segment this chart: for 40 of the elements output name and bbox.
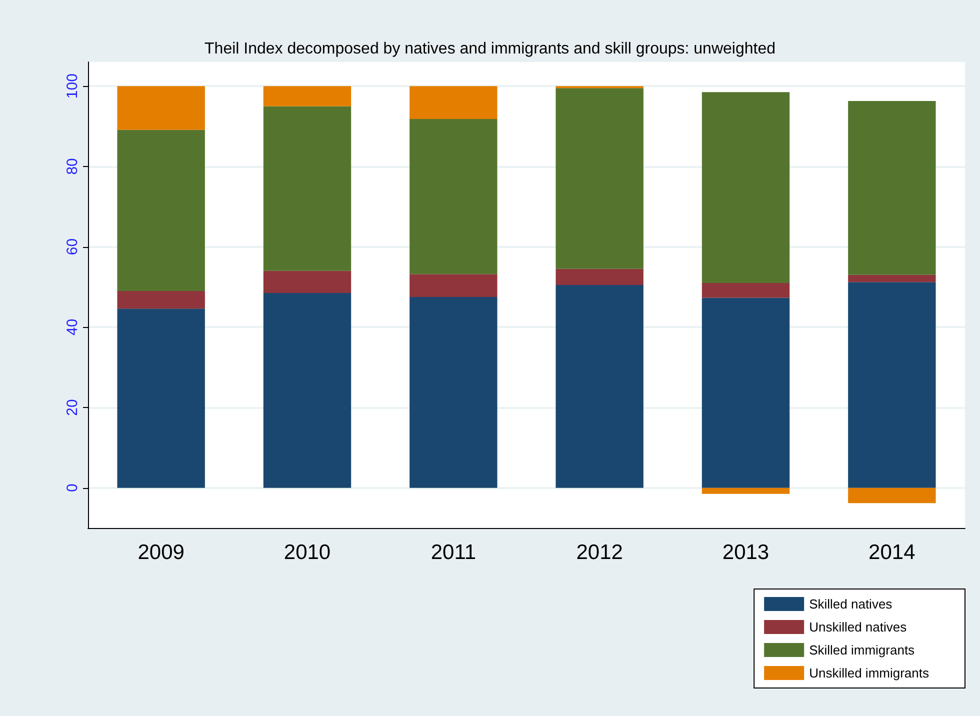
x-tick-label: 2009 <box>138 541 184 564</box>
bar <box>848 100 936 275</box>
bar <box>702 282 790 298</box>
x-tick-label: 2011 <box>430 541 476 564</box>
x-tick-label: 2014 <box>868 541 916 564</box>
bar <box>556 284 644 488</box>
bar <box>117 290 205 309</box>
bar <box>702 92 790 283</box>
bar <box>117 86 205 130</box>
y-tick-label: 40 <box>64 318 81 336</box>
bar <box>263 270 352 293</box>
bar <box>848 282 936 488</box>
bar <box>410 119 498 274</box>
legend-label: Unskilled immigrants <box>809 666 930 680</box>
bar <box>117 130 205 291</box>
legend-label: Skilled natives <box>809 596 893 612</box>
legend-label: Skilled immigrants <box>809 642 916 658</box>
chart-title: Theil Index decomposed by natives and immigrants and skill groups: unweighted <box>204 40 776 58</box>
x-tick-label: 2013 <box>722 541 770 564</box>
y-tick-label: 20 <box>64 399 81 416</box>
y-tick-label: 60 <box>64 238 81 256</box>
bar <box>848 488 936 504</box>
y-tick-label: 80 <box>64 158 81 175</box>
bar <box>410 274 498 298</box>
bar <box>702 298 790 488</box>
bar <box>556 88 644 269</box>
y-tick-label: 0 <box>64 484 81 492</box>
bar <box>410 297 498 488</box>
x-tick-label: 2012 <box>576 541 623 564</box>
bar <box>263 292 352 488</box>
bar <box>848 274 936 282</box>
bar <box>263 86 352 106</box>
y-tick-label: 100 <box>64 74 81 99</box>
bar <box>410 86 498 120</box>
bar <box>702 488 790 494</box>
bar <box>556 268 644 285</box>
bar <box>263 106 352 271</box>
legend-label: Unskilled natives <box>809 620 908 634</box>
x-tick-label: 2010 <box>284 541 331 564</box>
bar <box>117 308 205 488</box>
